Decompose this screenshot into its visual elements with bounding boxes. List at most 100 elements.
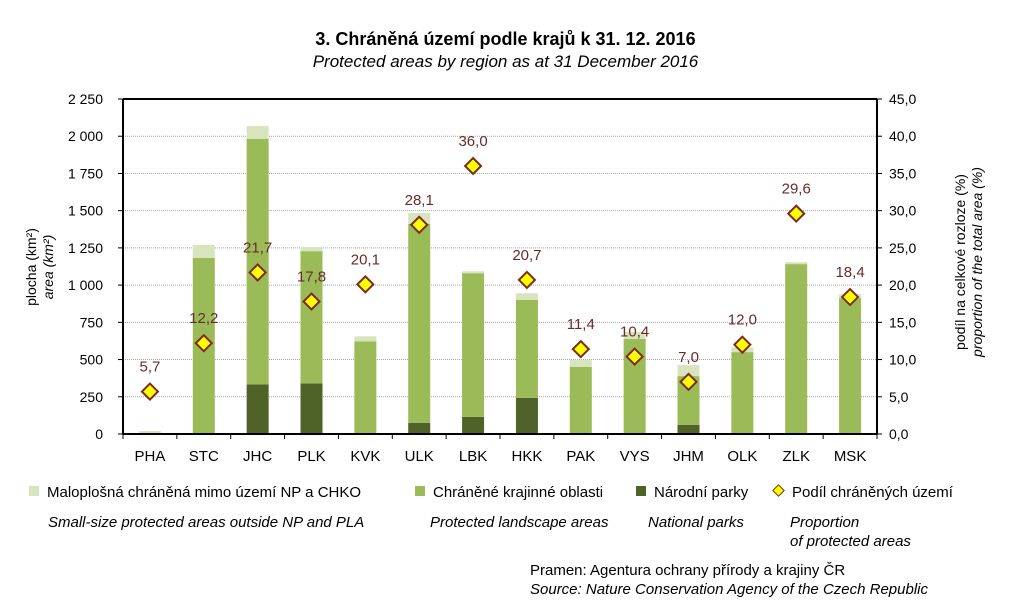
data-label: 21,7 [243, 239, 272, 256]
data-label: 5,7 [139, 359, 160, 376]
bar-segment-hkk [515, 397, 538, 434]
data-label: 18,4 [835, 264, 864, 281]
legend-label: Národní parky [654, 484, 749, 501]
data-label: 36,0 [458, 133, 487, 150]
data-label: 28,1 [405, 192, 434, 209]
x-tick-label: PHA [135, 448, 166, 465]
data-label: 17,8 [297, 268, 326, 285]
bar-segment-jhc [246, 384, 269, 434]
bar-segment-hkk [515, 293, 538, 300]
y-left-tick-label: 2 000 [68, 128, 103, 144]
y-left-axis-title-cz: plocha (km²) [23, 228, 39, 306]
bars [138, 126, 862, 434]
data-label: 10,4 [620, 324, 649, 341]
x-tick-label: MSK [834, 448, 867, 465]
y-left-tick-label: 1 250 [68, 240, 103, 256]
y-left-tick-label: 1 500 [68, 203, 103, 219]
data-label: 12,2 [189, 310, 218, 327]
bar-segment-kvk [354, 336, 377, 342]
y-right-tick-label: 30,0 [889, 203, 916, 219]
proportion-marker-pha [140, 382, 160, 401]
bar-segment-jhm [677, 376, 700, 425]
chart-title: 3. Chráněná území podle krajů k 31. 12. … [315, 29, 696, 49]
proportion-markers: 5,7 12,2 21,7 17,8 20,1 28,1 36,0 20,7 11,4 10,4 7… [139, 133, 865, 401]
legend-item-national-parks: Národní parky [636, 484, 748, 501]
bar-segment-zlk [785, 264, 808, 434]
proportion-marker-jhc [248, 263, 268, 282]
legend-en-national-parks: National parks [648, 514, 744, 531]
bar-segment-vys [623, 331, 646, 340]
y-right-tick-label: 20,0 [889, 277, 916, 293]
proportion-marker-pak [571, 339, 591, 359]
bar-segment-stc [192, 244, 215, 258]
x-tick-label: HKK [512, 448, 543, 465]
y-right-tick-label: 35,0 [889, 165, 916, 181]
data-label: 20,7 [512, 247, 541, 264]
bar-segment-jhm [677, 424, 700, 434]
legend-en-proportion-line2: of protected areas [790, 533, 911, 550]
bar-segment-olk [731, 352, 754, 434]
bar-segment-jhc [246, 138, 269, 385]
bar-segment-ulk [408, 223, 431, 423]
legend-item-small-areas: Maloplošná chráněná mimo území NP a CHKO [29, 484, 361, 501]
bar-segment-lbk [462, 271, 485, 274]
legend-en-proportion: Proportion of protected areas [790, 513, 911, 551]
data-label: 29,6 [782, 181, 811, 198]
y-left-tick-label: 1 000 [68, 277, 103, 293]
y-right-tick-label: 10,0 [889, 352, 916, 368]
legend-en-landscape-areas: Protected landscape areas [430, 514, 609, 531]
bar-segment-jhc [246, 126, 269, 139]
proportion-marker-vys [625, 347, 645, 366]
y-left-tick-label: 750 [80, 314, 104, 330]
bar-segment-lbk [462, 416, 485, 434]
bar-segment-jhm [677, 365, 700, 377]
bar-segment-pak [569, 360, 592, 367]
proportion-marker-msk [840, 287, 860, 307]
proportion-marker-olk [732, 335, 752, 355]
legend-item-proportion: Podíl chráněných území [772, 484, 953, 501]
x-tick-label: ULK [405, 448, 434, 465]
y-right-tick-label: 25,0 [889, 240, 916, 256]
bar-segment-zlk [785, 262, 808, 265]
bar-segment-msk [839, 298, 862, 434]
y-left-tick-label: 1 750 [68, 165, 103, 181]
y-right-axis-title-en: proportion of the total area (%) [969, 167, 985, 358]
bar-segment-hkk [515, 300, 538, 398]
x-tick-label: ZLK [782, 448, 810, 465]
y-left-tick-label: 250 [80, 389, 104, 405]
proportion-marker-lbk [463, 156, 483, 176]
bar-segment-plk [300, 251, 323, 384]
legend-label: Chráněné krajinné oblasti [433, 484, 604, 501]
axes [118, 98, 882, 439]
proportion-marker-hkk [517, 270, 537, 290]
grid-lines [123, 135, 877, 398]
bar-segment-ulk [408, 422, 431, 434]
proportion-marker-jhm [679, 372, 698, 392]
bar-segment-vys [623, 339, 646, 434]
bar-segment-plk [300, 247, 323, 252]
bar-segment-pha [138, 431, 161, 434]
legend-swatch-national-parks [636, 486, 646, 496]
proportion-marker-kvk [355, 274, 375, 294]
legend-label: Maloplošná chráněná mimo území NP a CHKO [47, 484, 362, 501]
bar-segment-pak [569, 367, 592, 434]
data-label: 20,1 [351, 251, 380, 268]
proportion-marker-stc [194, 333, 214, 353]
proportion-marker-plk [302, 292, 321, 311]
y-right-tick-label: 40,0 [889, 128, 916, 144]
x-tick-label: JHC [243, 448, 272, 465]
legend-label: Podíl chráněných území [792, 484, 953, 501]
y-right-axis-title-cz: podíl na celkové rozloze (%) [952, 174, 968, 350]
y-right-tick-label: 5,0 [889, 389, 909, 405]
data-label: 7,0 [678, 349, 699, 366]
y-left-tick-label: 500 [80, 352, 104, 368]
data-label: 12,0 [728, 312, 757, 329]
x-tick-label: PAK [566, 448, 595, 465]
data-label: 11,4 [567, 316, 595, 333]
proportion-marker-zlk [786, 204, 806, 224]
x-tick-label: JHM [673, 448, 704, 465]
source-note: Pramen: Agentura ochrany přírody a kraji… [530, 561, 928, 599]
source-en: Source: Nature Conservation Agency of th… [530, 581, 928, 598]
legend-en-small-areas: Small-size protected areas outside NP an… [48, 514, 365, 531]
proportion-marker-ulk [409, 215, 429, 235]
